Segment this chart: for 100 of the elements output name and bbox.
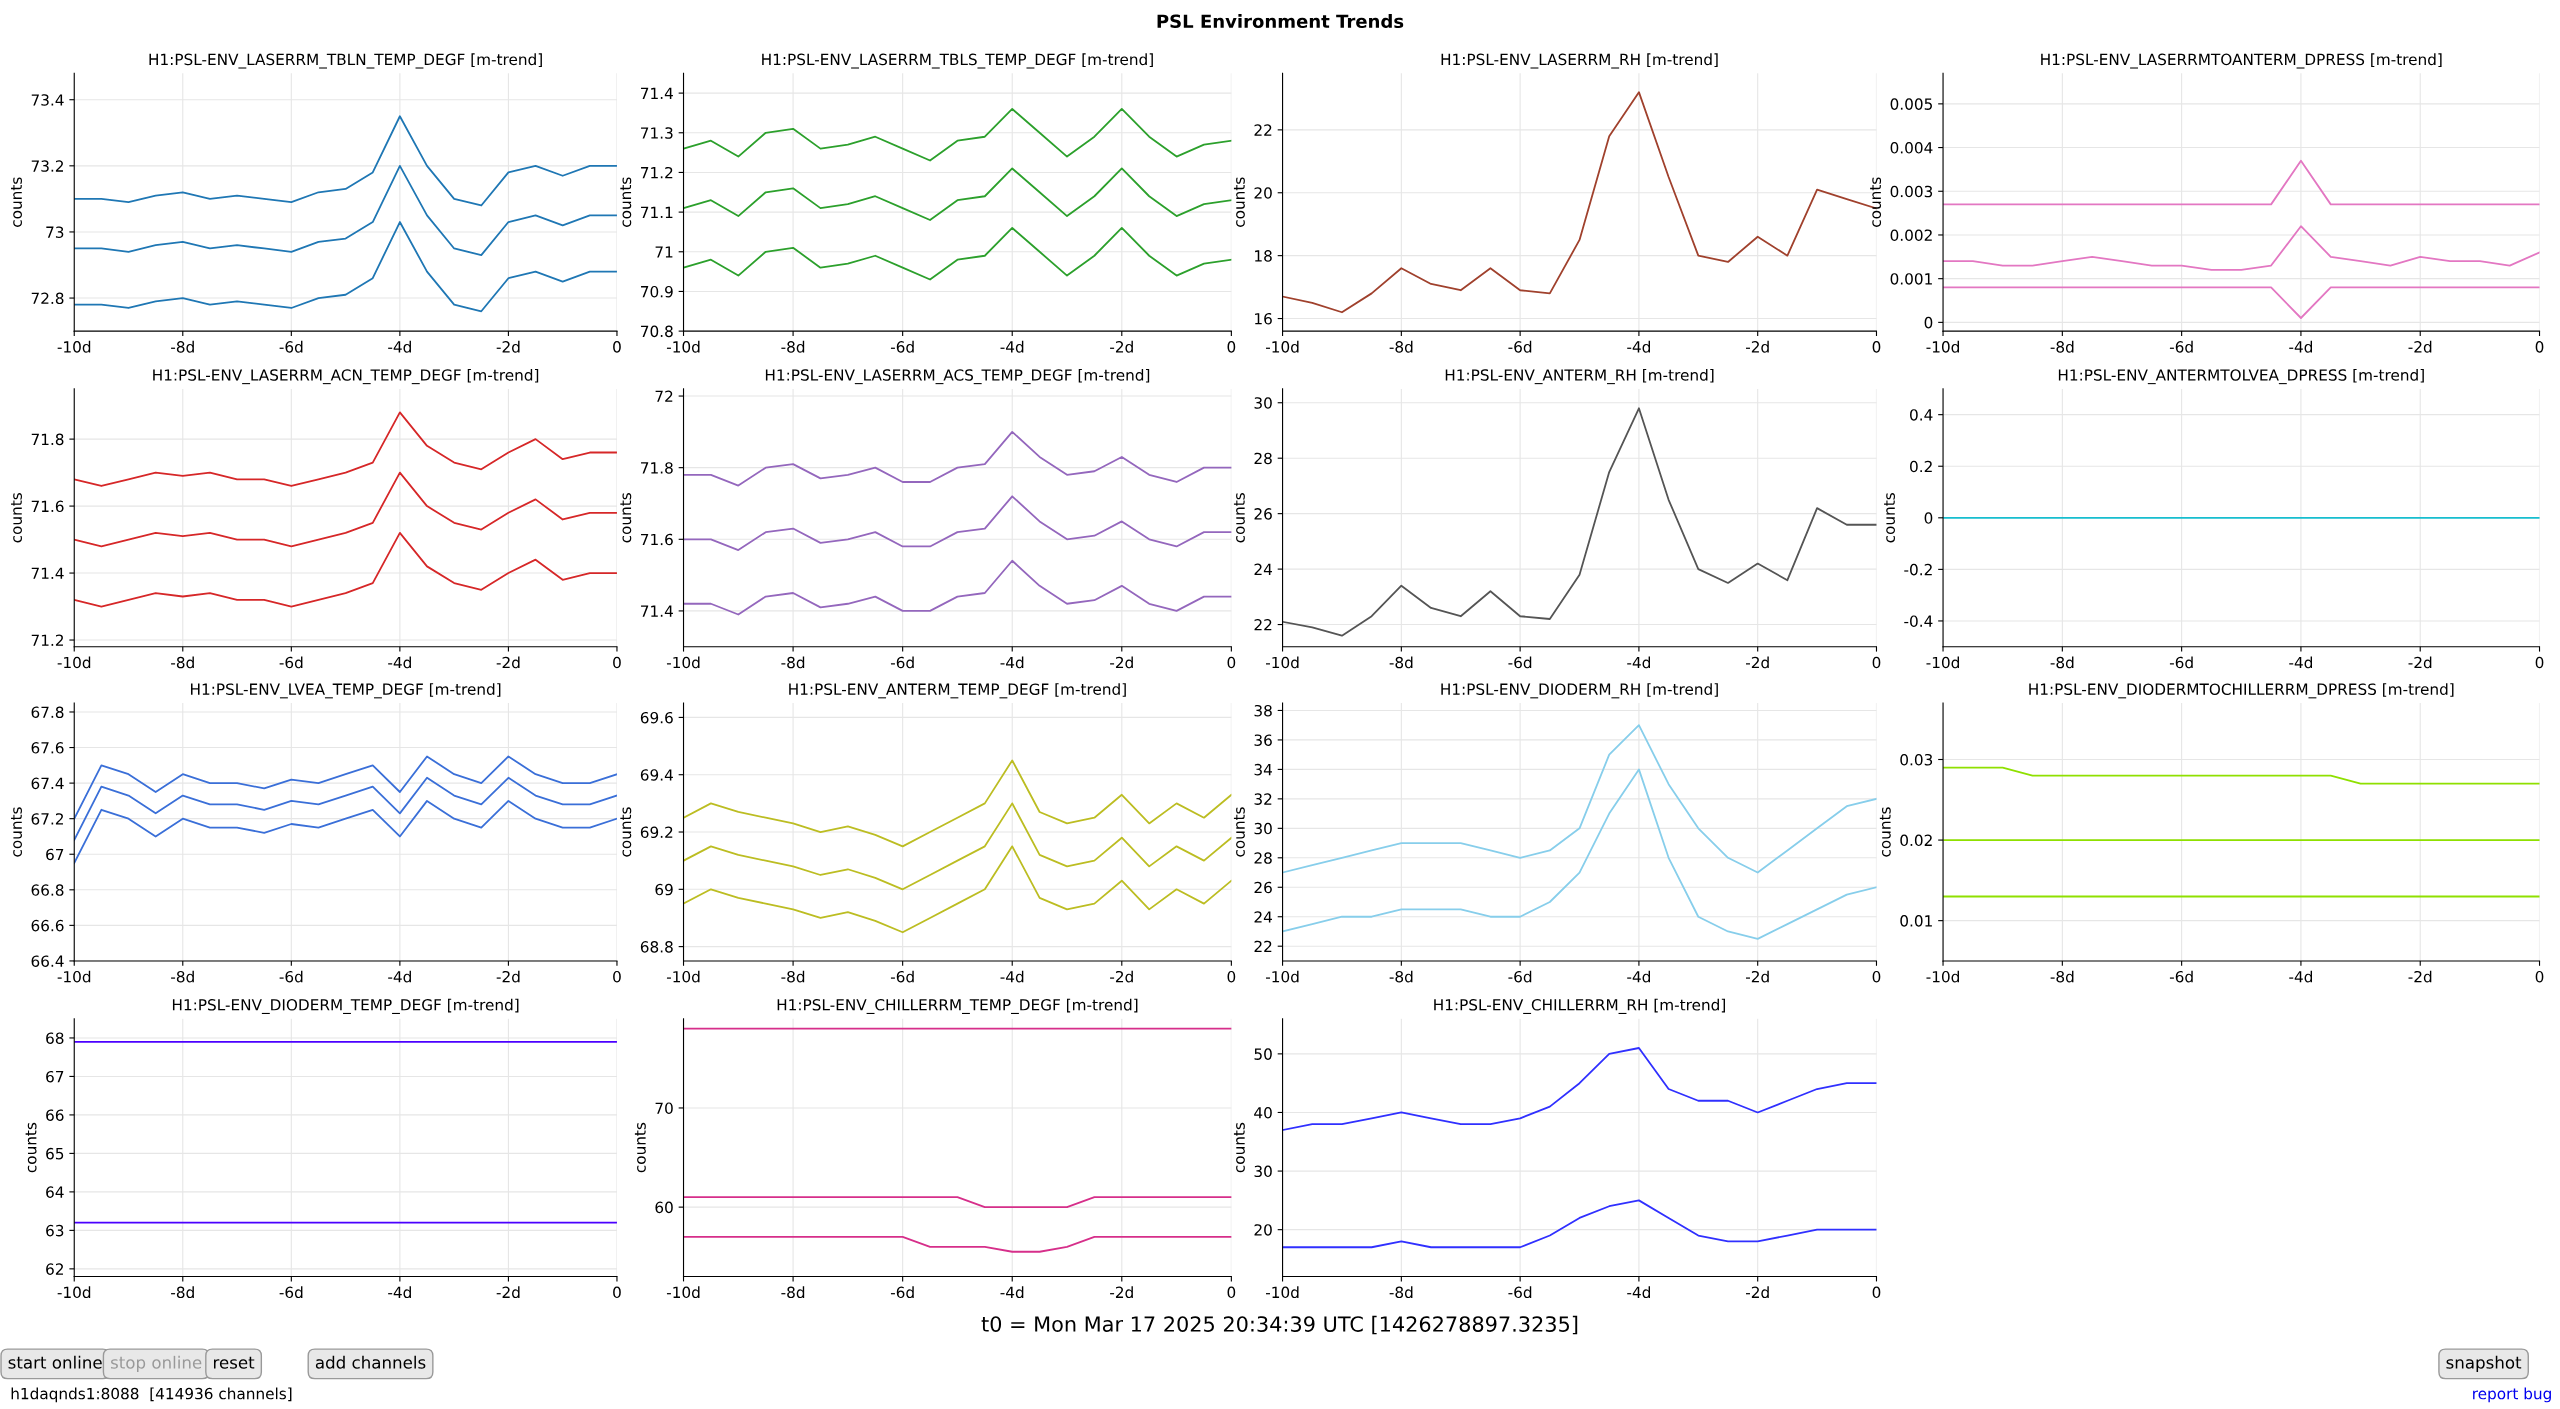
y-tick-label: 68 [46, 1032, 64, 1044]
y-tick-label: 60 [655, 1201, 673, 1214]
chart-title: H1:PSL-ENV_ANTERM_TEMP_DEGF [m-trend] [789, 683, 1126, 699]
line-series [683, 227, 1232, 281]
y-tick-label: 0.002 [1890, 229, 1932, 241]
x-tick-label: 0 [2535, 970, 2544, 983]
y-tick-label: 38 [1254, 704, 1272, 717]
y-tick-label: 70.9 [641, 285, 673, 298]
y-tick-label: 0.02 [1900, 834, 1932, 847]
y-tick-label: 0 [1924, 316, 1933, 329]
x-tick-label: -6d [1508, 1286, 1532, 1299]
x-tick-label: -8d [171, 656, 194, 669]
y-tick-label: 64 [46, 1186, 64, 1198]
chart-title: H1:PSL-ENV_CHILLERRM_RH [m-trend] [1434, 998, 1725, 1014]
x-tick-label: -8d [781, 340, 805, 353]
y-tick-label: 73.4 [31, 94, 64, 106]
y-tick-label: 70 [655, 1102, 673, 1114]
x-tick-label: 0 [1227, 970, 1236, 983]
x-tick-label: 0 [1872, 341, 1881, 353]
x-tick-label: -6d [1508, 340, 1532, 353]
line-series [683, 845, 1232, 934]
line-series [683, 802, 1232, 891]
y-tick-label: 68.8 [640, 941, 673, 953]
y-tick-label: 30 [1254, 397, 1272, 409]
line-series [683, 108, 1232, 162]
y-tick-label: 67.6 [31, 742, 64, 754]
chart-title: H1:PSL-ENV_LASERRM_ACS_TEMP_DEGF [m-trend] [765, 368, 1150, 385]
y-tick-label: 73.2 [31, 160, 63, 172]
x-tick-label: -10d [1265, 970, 1299, 983]
y-tick-label: 62 [46, 1263, 63, 1275]
x-tick-label: -6d [2169, 656, 2193, 669]
text: h1daqnds1:8088 [414936 channels] [11, 1387, 292, 1403]
y-tick-label: 71.8 [31, 433, 64, 446]
y-tick-label: 0.005 [1890, 98, 1932, 110]
y-tick-label: 69 [655, 883, 673, 896]
y-tick-label: 0.4 [1910, 409, 1933, 421]
x-tick-label: -2d [2408, 340, 2432, 353]
x-tick-label: -2d [2408, 970, 2432, 983]
y-tick-label: 72.8 [31, 292, 64, 305]
y-axis-title: counts [634, 1122, 646, 1173]
x-tick-label: 0 [613, 1286, 621, 1299]
y-tick-label: 22 [1254, 124, 1272, 136]
y-axis-title: counts [1233, 1122, 1245, 1173]
y-tick-label: 0.001 [1890, 273, 1932, 285]
line-series [74, 164, 617, 256]
x-tick-label: -10d [666, 656, 700, 669]
x-tick-label: -8d [171, 340, 194, 353]
x-tick-label: -4d [388, 1286, 411, 1299]
x-tick-label: -8d [2050, 656, 2074, 669]
text: start online [8, 1355, 102, 1369]
chart-title: H1:PSL-ENV_LASERRM_RH [m-trend] [1441, 53, 1718, 69]
line-series [683, 759, 1232, 848]
y-tick-label: 26 [1254, 508, 1272, 520]
x-tick-label: -10d [666, 970, 700, 983]
y-axis-title: counts [1870, 177, 1882, 227]
line-series [683, 430, 1232, 487]
line-series [74, 221, 617, 313]
y-tick-label: 71.4 [641, 87, 673, 99]
y-tick-label: 66.6 [31, 919, 64, 932]
line-series [1282, 407, 1877, 637]
line-series [74, 755, 617, 820]
y-tick-label: 24 [1254, 563, 1272, 575]
x-tick-label: 0 [613, 656, 621, 669]
y-tick-label: 71.8 [641, 462, 673, 474]
x-tick-label: -4d [388, 340, 411, 353]
y-tick-label: 28 [1254, 452, 1272, 465]
y-tick-label: 0.004 [1890, 142, 1933, 154]
chart-title: H1:PSL-ENV_DIODERM_TEMP_DEGF [m-trend] [172, 998, 519, 1014]
x-tick-label: -6d [279, 656, 303, 669]
x-tick-label: -10d [57, 970, 91, 983]
text: snapshot [2446, 1355, 2522, 1372]
x-tick-label: 0 [2535, 341, 2544, 353]
y-axis-title: counts [11, 177, 22, 227]
x-tick-label: 0 [1227, 656, 1236, 669]
x-tick-label: -8d [781, 970, 805, 983]
x-tick-label: 0 [2535, 656, 2544, 669]
y-axis-title: counts [1233, 493, 1245, 543]
chart-title: H1:PSL-ENV_LASERRM_TBLN_TEMP_DEGF [m-trend] [149, 53, 542, 69]
y-axis-title: counts [620, 493, 632, 543]
x-tick-label: -4d [2289, 340, 2312, 353]
x-tick-label: -6d [1508, 656, 1532, 669]
y-tick-label: 71.4 [31, 567, 64, 579]
text: PSL Environment Trends [1157, 14, 1404, 29]
y-tick-label: 26 [1254, 881, 1272, 894]
x-tick-label: -10d [1265, 656, 1299, 669]
y-tick-label: 30 [1254, 822, 1272, 835]
line-series [683, 495, 1232, 551]
y-tick-label: 66.4 [31, 955, 64, 967]
y-tick-label: 34 [1254, 763, 1272, 776]
x-tick-label: -6d [890, 656, 914, 669]
y-tick-label: 70.8 [641, 325, 673, 338]
y-tick-label: 71.2 [31, 634, 63, 646]
y-tick-label: 72 [655, 390, 673, 402]
x-tick-label: -8d [2050, 340, 2074, 353]
x-tick-label: -10d [1926, 970, 1959, 983]
y-tick-label: 71.1 [641, 206, 673, 218]
chart-title: H1:PSL-ENV_CHILLERRM_TEMP_DEGF [m-trend] [777, 998, 1138, 1014]
x-tick-label: -6d [890, 340, 914, 353]
x-tick-label: -4d [1000, 340, 1024, 353]
x-tick-label: -6d [279, 1286, 303, 1299]
